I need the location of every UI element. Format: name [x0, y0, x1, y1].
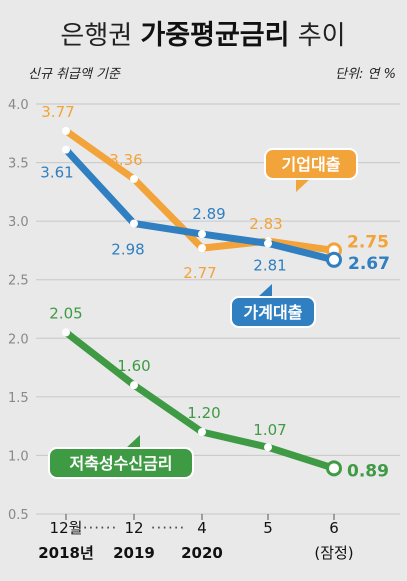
data-label-savings-rate: 1.07: [253, 421, 286, 439]
x-category-label: 12월: [50, 519, 83, 537]
pill-pointer: [258, 284, 272, 297]
x-category-label: 6: [329, 519, 339, 537]
data-point-household-loan: [326, 251, 342, 268]
x-category-label: 12: [124, 519, 143, 537]
data-label-corporate-loan: 3.77: [41, 103, 74, 121]
data-label-household-loan: 2.81: [253, 256, 286, 274]
data-point-savings-rate: [130, 381, 138, 390]
y-tick-label: 3.0: [8, 215, 29, 230]
data-label-savings-rate: 2.05: [49, 304, 82, 322]
series-name-label: 저축성수신금리: [69, 454, 172, 473]
data-label-corporate-loan: 3.36: [109, 151, 142, 169]
data-label-savings-rate: 0.89: [347, 461, 389, 481]
y-tick-label: 3.5: [8, 157, 29, 172]
data-point-household-loan: [198, 230, 206, 239]
series-pill-savings-rate: 저축성수신금리: [48, 435, 194, 479]
data-label-savings-rate: 1.20: [187, 404, 220, 422]
series-pill-household-loan: 가계대출: [230, 284, 316, 328]
series-layer: [62, 126, 342, 477]
data-point-savings-rate: [326, 460, 342, 477]
chart-title: 은행권 가중평균금리 추이: [60, 20, 345, 51]
data-label-household-loan: 3.61: [40, 164, 73, 182]
x-category-label: 5: [263, 519, 273, 537]
data-label-household-loan: 2.89: [192, 205, 225, 223]
data-point-household-loan: [130, 219, 138, 228]
series-pill-corporate-loan: 기업대출: [264, 148, 358, 192]
y-axis-ticks: 4.0 3.5 3.0 2.5 2.0 1.5 1.0 0.5: [8, 98, 29, 523]
data-point-savings-rate: [198, 428, 206, 436]
subtitle-right: 단위: 연 %: [335, 67, 396, 82]
axis-break-mark: ······: [83, 519, 118, 537]
series-name-label: 기업대출: [282, 155, 341, 174]
y-tick-label: 2.0: [8, 332, 29, 347]
data-point-corporate-loan: [62, 126, 70, 135]
data-label-household-loan: 2.98: [111, 240, 144, 258]
data-point-corporate-loan: [130, 174, 138, 183]
x-year-label: 2019: [113, 544, 155, 562]
data-point-savings-rate: [62, 328, 70, 337]
x-year-label: 2018년: [38, 544, 94, 562]
data-point-corporate-loan: [198, 244, 206, 253]
data-point-savings-rate: [264, 443, 272, 452]
data-label-corporate-loan: 2.83: [249, 215, 282, 233]
title-part-1: 은행권: [60, 21, 132, 51]
x-year-label: (잠정): [314, 544, 353, 562]
x-category-label: 4: [197, 519, 207, 537]
data-label-household-loan: 2.67: [348, 254, 390, 274]
y-tick-label: 0.5: [8, 508, 29, 523]
title-part-2: 추이: [298, 21, 346, 51]
y-tick-label: 2.5: [8, 274, 29, 289]
x-axis: 12월 2018년 12 2019 4 2020 5 6 (잠정) ······ ······: [38, 514, 354, 562]
title-part-bold: 가중평균금리: [140, 20, 289, 51]
pill-background: [264, 148, 358, 180]
data-labels: 3.77 3.36 2.77 2.83 2.75 3.61 2.98 2.89 2.81 2.67…: [40, 103, 390, 481]
pill-pointer: [126, 435, 140, 448]
data-label-corporate-loan: 2.77: [183, 264, 216, 282]
data-label-savings-rate: 1.60: [117, 357, 150, 375]
pill-background: [48, 447, 194, 479]
x-year-label: 2020: [181, 544, 223, 562]
y-tick-label: 1.0: [8, 449, 29, 464]
series-name-label: 가계대출: [244, 303, 303, 322]
pill-pointer: [296, 179, 310, 192]
y-tick-label: 1.5: [8, 391, 29, 406]
pill-background: [230, 296, 316, 328]
data-point-household-loan: [62, 145, 70, 154]
y-tick-label: 4.0: [8, 98, 29, 113]
axis-break-mark: ······: [151, 519, 186, 537]
data-label-corporate-loan: 2.75: [347, 232, 389, 252]
subtitle-left: 신규 취급액 기준: [28, 67, 121, 82]
data-point-household-loan: [264, 239, 272, 248]
